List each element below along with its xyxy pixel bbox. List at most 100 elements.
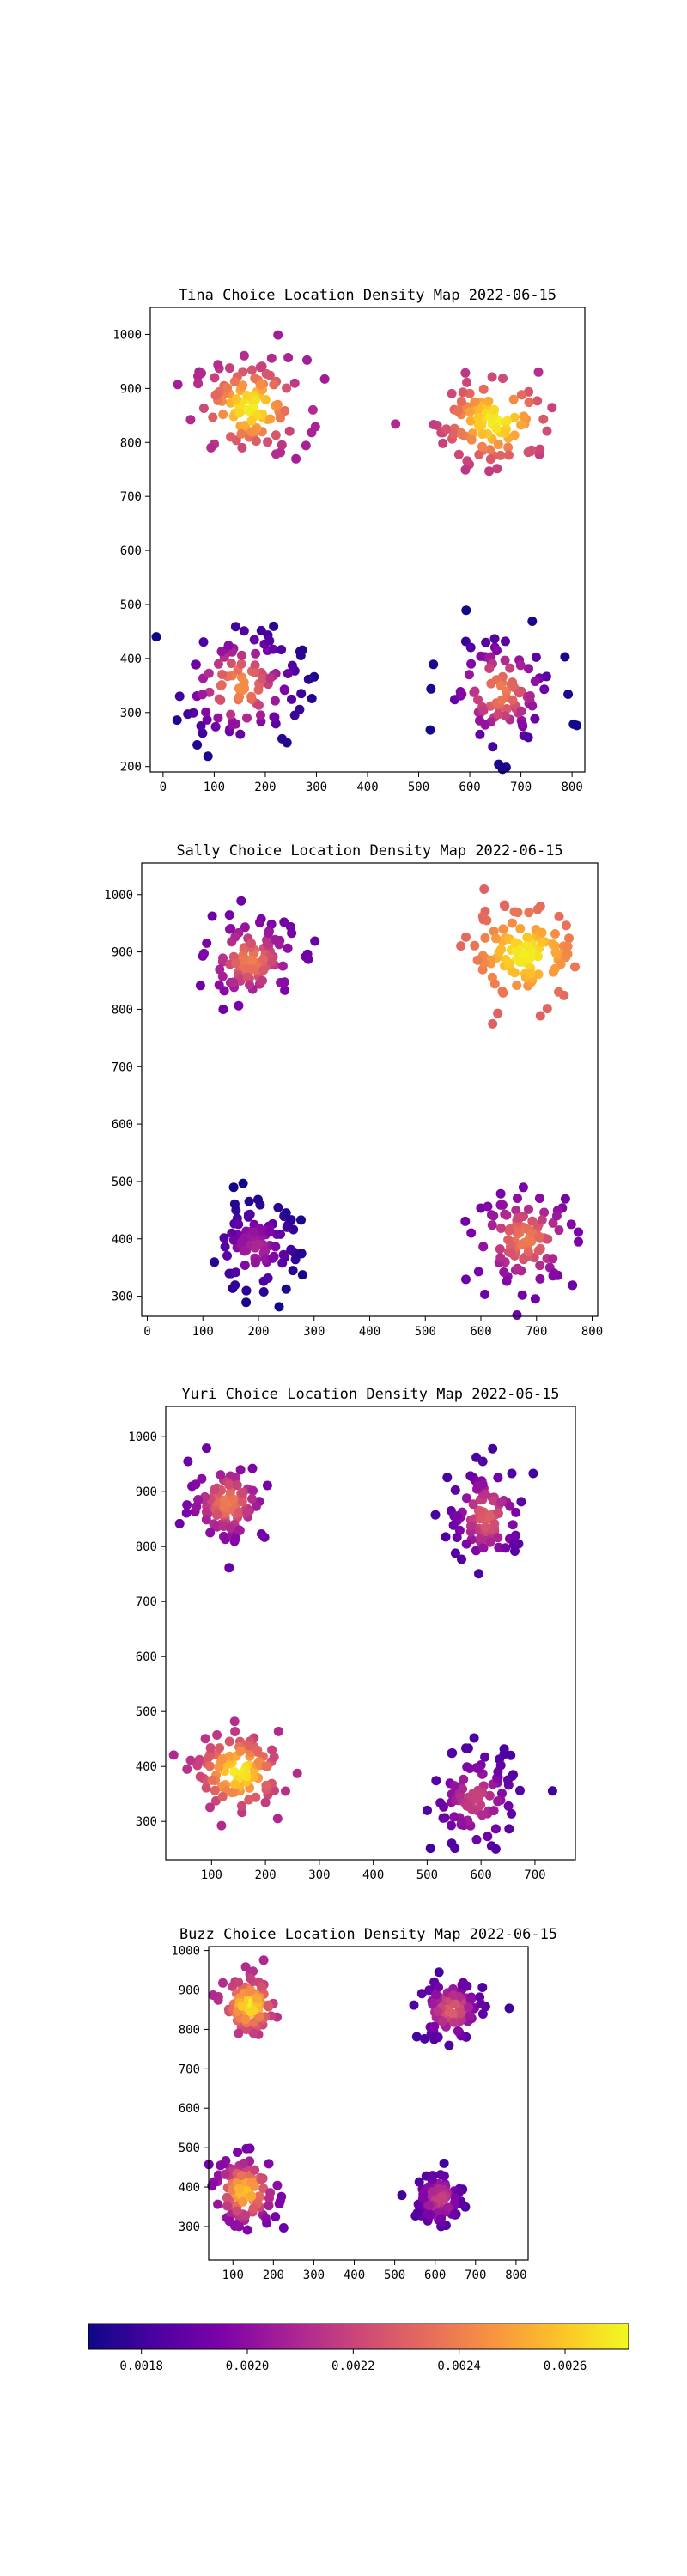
- data-point: [237, 1801, 246, 1811]
- data-point: [560, 652, 570, 662]
- data-point: [524, 398, 534, 408]
- data-point: [473, 1764, 483, 1774]
- data-point: [502, 704, 512, 714]
- data-point: [239, 2158, 249, 2168]
- data-point: [229, 1199, 240, 1209]
- data-point: [249, 1227, 258, 1237]
- data-point: [493, 1473, 503, 1483]
- data-point: [267, 1253, 277, 1263]
- data-point: [242, 713, 252, 723]
- data-point: [204, 1752, 214, 1762]
- data-point: [217, 1754, 228, 1765]
- x-tick-label: 800: [581, 1325, 603, 1339]
- data-point: [252, 1745, 263, 1755]
- data-point: [273, 1202, 283, 1212]
- data-point: [257, 1529, 266, 1539]
- x-tick-label: 500: [415, 1325, 436, 1339]
- data-point: [197, 1473, 207, 1484]
- data-point: [208, 412, 218, 422]
- data-point: [237, 1497, 247, 1507]
- data-point: [278, 2223, 289, 2233]
- data-point: [562, 941, 573, 951]
- data-point: [489, 634, 500, 644]
- data-point: [295, 647, 305, 657]
- data-point: [539, 1207, 550, 1218]
- data-point: [572, 720, 582, 731]
- data-point: [297, 1270, 307, 1280]
- data-point: [471, 1546, 481, 1556]
- data-point: [303, 954, 313, 964]
- data-point: [511, 1206, 521, 1215]
- x-tick-label: 0: [160, 781, 167, 794]
- colorbar-tick-label: 0.0024: [437, 2360, 481, 2373]
- data-point: [213, 659, 223, 669]
- data-point: [182, 1764, 192, 1774]
- data-point: [191, 1479, 201, 1490]
- data-point: [246, 416, 257, 426]
- data-point: [218, 410, 228, 420]
- data-point: [310, 422, 320, 432]
- data-point: [483, 1201, 493, 1212]
- y-tick-label: 500: [120, 598, 142, 612]
- data-point: [427, 2187, 437, 2197]
- data-point: [182, 1500, 192, 1510]
- data-point: [487, 1220, 497, 1230]
- data-point: [244, 1795, 254, 1805]
- data-point: [227, 1788, 237, 1798]
- data-point: [502, 1276, 512, 1286]
- data-point: [248, 2028, 258, 2038]
- data-point: [202, 714, 212, 725]
- data-point: [183, 1456, 193, 1467]
- data-point: [279, 684, 289, 695]
- data-point: [216, 647, 227, 657]
- data-point: [264, 2201, 274, 2211]
- data-point: [524, 908, 534, 918]
- data-point: [216, 1470, 226, 1480]
- data-point: [273, 1726, 283, 1736]
- data-point: [234, 408, 245, 418]
- data-point: [214, 1762, 224, 1772]
- data-point: [307, 694, 317, 703]
- data-point: [183, 709, 193, 720]
- x-tick-label: 700: [510, 781, 532, 794]
- data-point: [476, 651, 486, 661]
- data-point: [192, 1502, 202, 1511]
- data-point: [246, 1973, 256, 1984]
- data-point: [472, 405, 483, 416]
- data-point: [220, 1534, 230, 1545]
- data-point: [216, 1820, 227, 1831]
- data-point: [266, 957, 277, 967]
- data-point: [523, 732, 533, 743]
- data-point: [484, 466, 495, 477]
- data-point: [245, 980, 254, 990]
- data-point: [530, 714, 540, 724]
- data-point: [480, 1289, 490, 1299]
- data-point: [548, 1271, 558, 1281]
- data-point: [503, 442, 514, 453]
- data-point: [210, 1257, 220, 1267]
- data-point: [222, 383, 233, 393]
- data-point: [282, 1222, 292, 1232]
- x-tick-label: 600: [470, 1325, 491, 1339]
- data-point: [195, 1771, 205, 1782]
- data-point: [500, 1748, 510, 1759]
- data-point: [223, 641, 234, 651]
- data-point: [472, 1481, 483, 1492]
- x-tick-label: 200: [263, 2269, 284, 2282]
- data-point: [523, 447, 533, 458]
- y-tick-label: 800: [179, 2023, 200, 2037]
- x-tick-label: 300: [303, 2269, 325, 2282]
- data-point: [255, 917, 264, 927]
- data-point: [246, 691, 257, 702]
- data-point: [210, 373, 220, 383]
- x-tick-label: 100: [192, 1325, 214, 1339]
- data-point: [198, 690, 208, 700]
- data-point: [260, 1254, 271, 1264]
- data-point: [219, 1233, 229, 1243]
- data-point: [537, 927, 547, 938]
- x-tick-label: 300: [303, 1325, 325, 1339]
- data-point: [174, 691, 185, 702]
- data-point: [244, 1196, 254, 1206]
- x-tick-label: 300: [308, 1868, 330, 1882]
